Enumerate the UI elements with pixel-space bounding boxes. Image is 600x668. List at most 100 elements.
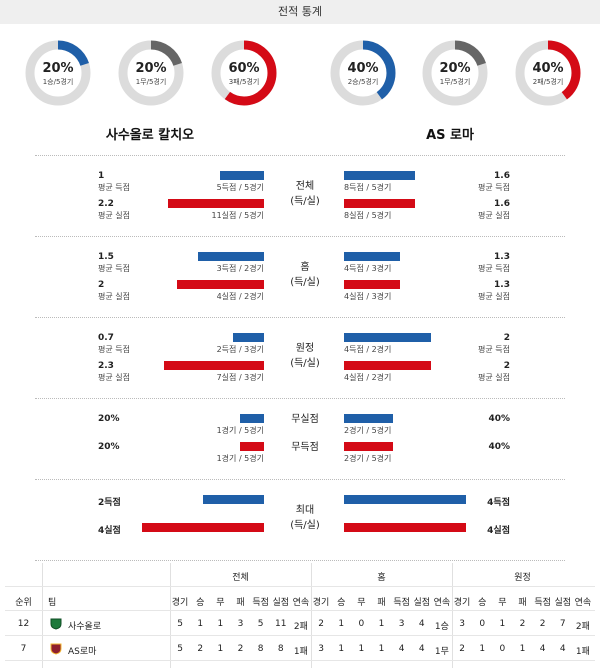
table-cell: 4	[418, 619, 425, 629]
table-cell-team[interactable]: AS로마	[68, 647, 97, 657]
table-cell: 0	[358, 619, 365, 629]
section-divider	[35, 398, 565, 399]
table-cell: 2패	[293, 622, 308, 632]
home-stat-label: 평균 실점	[98, 211, 130, 220]
donut-fill	[118, 40, 184, 106]
table-subheader: 실점	[554, 598, 572, 608]
home-stat-bar	[168, 199, 264, 208]
away-stat-detail: 2경기 / 5경기	[344, 426, 392, 435]
team-logo-shape	[50, 618, 62, 630]
home-stat-label: 평균 실점	[98, 373, 130, 382]
header-bar	[0, 0, 600, 24]
away-stat-detail: 4실점 / 3경기	[344, 292, 392, 301]
home-stat-value: 0.7	[98, 333, 114, 343]
section-label-sub: (득/실)	[290, 520, 320, 531]
table-cell: 2	[459, 644, 465, 654]
table-cell: 7	[559, 619, 566, 629]
away-stat-value: 4실점	[487, 526, 510, 536]
record-donut-chart	[211, 40, 277, 106]
table-cell: 5	[257, 619, 264, 629]
donut-subtitle: 1승/5경기	[42, 78, 74, 86]
home-stat-value: 4실점	[98, 526, 121, 536]
away-stat-value: 40%	[488, 414, 510, 424]
home-stat-value: 20%	[98, 414, 120, 424]
section-label-main: 원정	[295, 343, 315, 354]
away-stat-detail: 8득점 / 5경기	[344, 183, 392, 192]
table-column-separator	[311, 563, 312, 668]
home-stat-value: 2.3	[98, 361, 114, 371]
record-donut-chart	[515, 40, 581, 106]
table-row-separator	[5, 635, 595, 636]
donut-subtitle: 2패/5경기	[532, 78, 564, 86]
table-cell: 4	[398, 644, 405, 654]
table-subheader: 득점	[534, 598, 551, 608]
table-row-separator	[5, 610, 595, 611]
away-stat-value: 1.6	[494, 199, 510, 209]
table-subheader: 승	[478, 598, 487, 608]
section-divider	[35, 317, 565, 318]
away-team-name: AS 로마	[426, 128, 474, 143]
home-stat-label: 평균 득점	[98, 345, 130, 354]
table-cell: 2	[539, 619, 546, 629]
home-stat-detail: 3득점 / 2경기	[216, 264, 264, 273]
home-stat-label: 평균 실점	[98, 292, 130, 301]
away-stat-bar	[344, 442, 393, 451]
table-group-header: 원정	[514, 573, 531, 583]
table-column-separator	[170, 563, 171, 668]
donut-fill	[211, 40, 277, 106]
table-row-separator	[5, 660, 595, 661]
home-stat-label: 평균 득점	[98, 264, 130, 273]
donut-percent: 20%	[135, 61, 167, 76]
table-cell: 1	[499, 619, 506, 629]
table-cell: 1패	[575, 647, 590, 657]
table-subheader: 경기	[171, 598, 189, 608]
away-stat-label: 평균 득점	[478, 345, 510, 354]
table-cell: 5	[177, 619, 183, 629]
roma-logo-icon	[50, 643, 62, 655]
table-header-team: 팀	[48, 598, 57, 608]
away-stat-bar	[344, 280, 400, 289]
table-cell: 11	[275, 619, 287, 629]
home-stat-bar	[198, 252, 264, 261]
donut-fill	[422, 40, 488, 106]
table-cell: 2	[237, 644, 244, 654]
away-stat-label: 평균 실점	[478, 292, 510, 301]
away-stat-detail: 2경기 / 5경기	[344, 454, 392, 463]
section-label: 최대 (득/실)	[270, 503, 340, 533]
table-cell: 2패	[575, 622, 590, 632]
home-stat-value: 2	[98, 280, 105, 290]
away-stat-bar	[344, 495, 466, 504]
away-stat-bar	[344, 333, 431, 342]
table-subheader: 승	[337, 598, 346, 608]
donut-subtitle: 1무/5경기	[439, 78, 471, 86]
donut-fill	[515, 40, 581, 106]
away-stat-detail: 4득점 / 3경기	[344, 264, 392, 273]
table-cell-rank: 12	[17, 619, 30, 629]
section-label-main: 홈	[300, 262, 310, 273]
sassuolo-logo-icon	[50, 618, 62, 630]
table-cell: 1	[217, 644, 224, 654]
section-label-sub: (득/실)	[290, 277, 320, 288]
donut-fill	[25, 40, 91, 106]
table-cell: 1	[358, 644, 365, 654]
home-stat-detail: 2득점 / 3경기	[216, 345, 264, 354]
away-stat-detail: 4실점 / 2경기	[344, 373, 392, 382]
table-cell: 1	[519, 644, 526, 654]
donut-percent: 20%	[42, 61, 74, 76]
home-stat-detail: 1경기 / 5경기	[216, 426, 264, 435]
table-subheader: 득점	[393, 598, 410, 608]
table-subheader: 경기	[312, 598, 330, 608]
away-stat-detail: 4득점 / 2경기	[344, 345, 392, 354]
table-subheader: 경기	[453, 598, 471, 608]
table-cell: 1	[338, 619, 345, 629]
section-label: 홈 (득/실)	[270, 260, 340, 290]
table-cell: 1	[338, 644, 345, 654]
table-cell: 5	[177, 644, 183, 654]
table-cell: 2	[197, 644, 204, 654]
row-middle-label: 무득점	[291, 442, 319, 453]
home-stat-value: 20%	[98, 442, 120, 452]
table-row-separator	[5, 586, 595, 587]
table-cell: 3	[398, 619, 405, 629]
table-subheader: 연속	[292, 598, 310, 608]
table-cell-team[interactable]: 사수올로	[68, 622, 102, 632]
